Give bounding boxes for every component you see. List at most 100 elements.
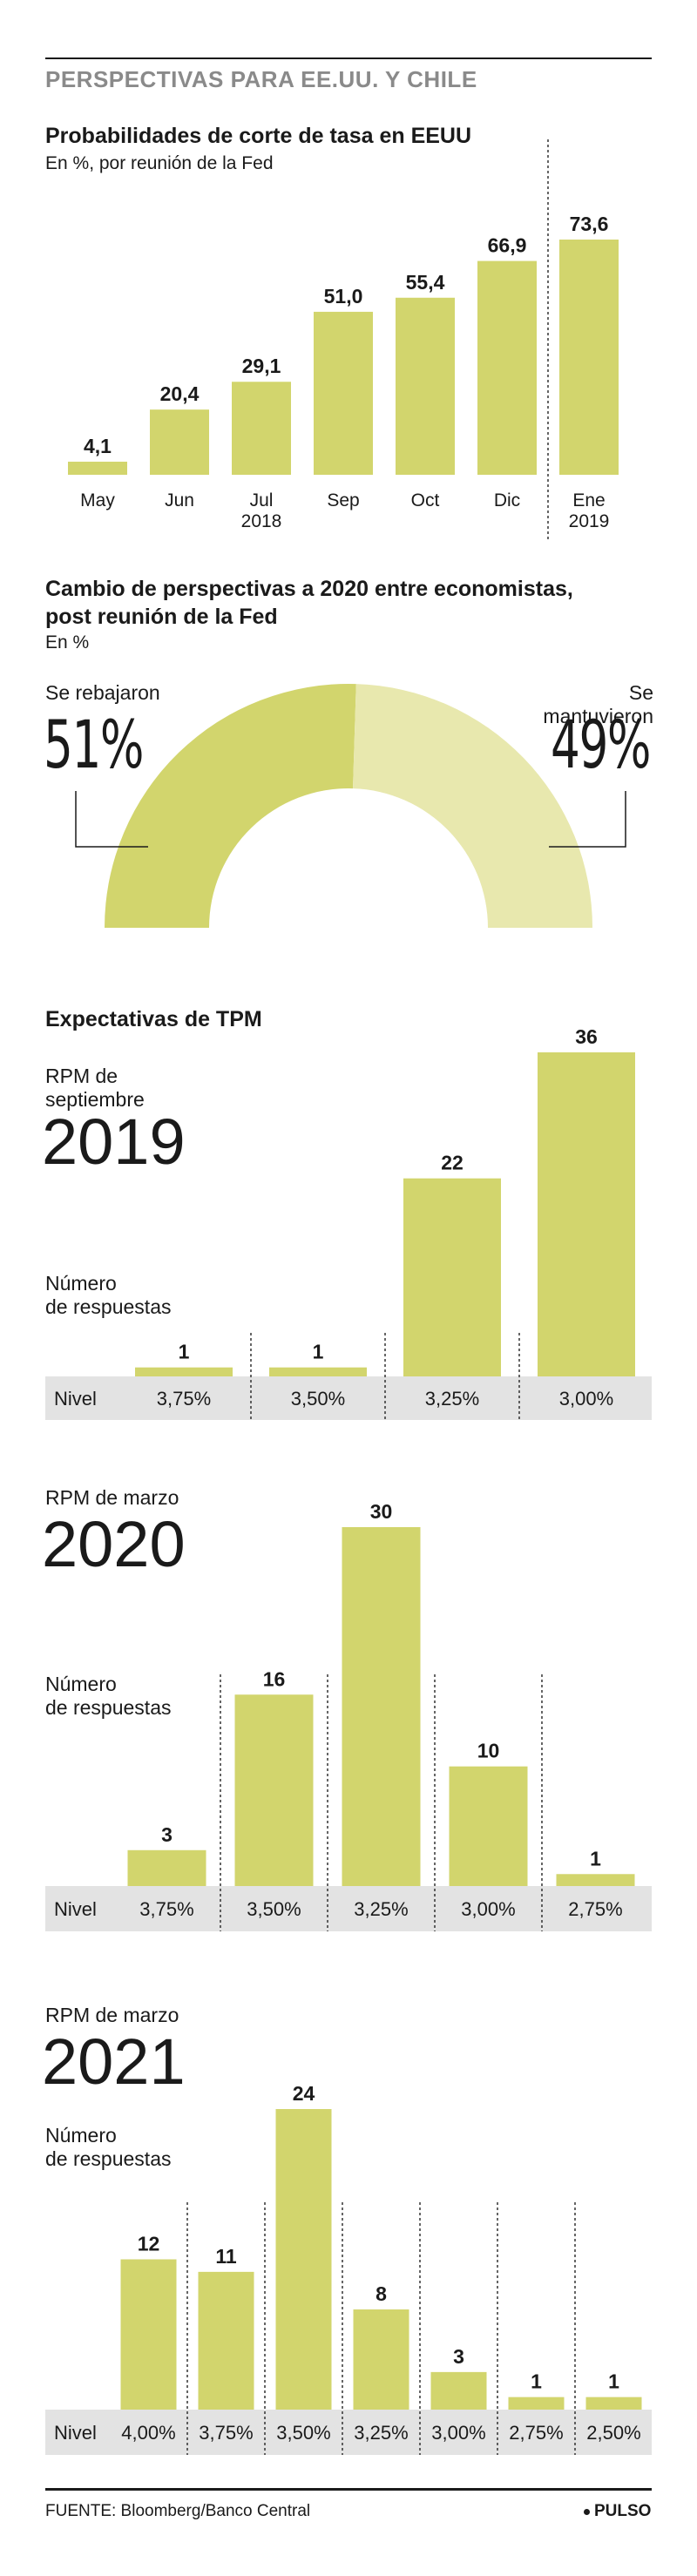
rpm2019-data-label: 22 — [441, 1152, 464, 1174]
fed-bar-jul — [232, 382, 291, 475]
fed-year-2019: 2019 — [569, 511, 610, 531]
rpm2020-bar — [556, 1874, 635, 1886]
rpm2020-axis-line1: Número — [45, 1673, 117, 1695]
poll-slice-mantuvieron — [353, 684, 592, 928]
rpm2019-data-label: 1 — [179, 1341, 190, 1363]
rpm2021-bar-chart: Nivel 12 4,00% 11 3,75% 24 3,50% 8 3,25% 3 3,00% 1 2… — [45, 2082, 652, 2455]
poll-left-value: 51% — [44, 706, 144, 783]
poll-left-connector — [75, 791, 148, 848]
rpm2020-data-label: 3 — [161, 1823, 173, 1846]
poll-slice-rebajaron — [105, 684, 356, 928]
fed-bar-chart: 4,1 May 20,4 Jun 29,1 Jul 51,0 Sep 55,4 Oct 66,9 Di… — [68, 139, 619, 540]
fed-data-label-may: 4,1 — [84, 435, 112, 457]
poll-right-value: 49% — [551, 706, 651, 783]
fed-data-label-jul: 29,1 — [242, 355, 281, 377]
fed-bar-may — [68, 461, 127, 475]
poll-right-connector — [549, 791, 626, 848]
tpm-title: Expectativas de TPM — [45, 1007, 262, 1031]
top-rule — [45, 57, 652, 59]
rpm2020-year: 2020 — [42, 1508, 186, 1580]
rpm2019-level-band — [45, 1376, 652, 1420]
rpm2021-data-label: 24 — [293, 2082, 315, 2105]
fed-data-label-oct: 55,4 — [406, 271, 445, 294]
fed-data-label-jun: 20,4 — [160, 382, 200, 405]
brand-bullet — [584, 2509, 590, 2515]
poll-title-line2: post reunión de la Fed — [45, 605, 278, 629]
rpm2020-tick: 3,50% — [247, 1898, 301, 1920]
rpm2020-line1: RPM de marzo — [45, 1486, 179, 1509]
rpm2020-tick: 2,75% — [568, 1898, 622, 1920]
rpm2020-data-label: 10 — [477, 1740, 500, 1762]
rpm2020-tick: 3,00% — [461, 1898, 515, 1920]
rpm2020-bar — [234, 1694, 314, 1886]
rpm2020-bar-chart: Nivel 3 3,75% 16 3,50% 30 3,25% 10 3,00% 1 2,75% — [45, 1500, 652, 1931]
rpm2021-tick: 2,50% — [586, 2422, 640, 2444]
fed-data-label-dic: 66,9 — [488, 234, 527, 257]
rpm2020-bar — [127, 1849, 206, 1886]
fed-tick-may: May — [80, 490, 115, 510]
rpm2021-data-label: 12 — [138, 2233, 160, 2255]
rpm2020-tick: 3,75% — [139, 1898, 193, 1920]
rpm2020-axis-line2: de respuestas — [45, 1696, 172, 1719]
fed-bar-sep — [314, 311, 373, 475]
rpm2020-bar — [449, 1766, 528, 1886]
fed-bar-jun — [150, 409, 209, 475]
rpm2019-bar — [135, 1367, 233, 1376]
rpm2019-bar — [538, 1052, 635, 1376]
rpm2019-axis-line2: de respuestas — [45, 1295, 172, 1318]
rpm2021-bar — [275, 2109, 332, 2410]
rpm2020-level-label: Nivel — [54, 1898, 97, 1920]
rpm2021-bar — [353, 2309, 409, 2410]
rpm2021-data-label: 11 — [215, 2245, 237, 2268]
rpm2020-tick: 3,25% — [354, 1898, 408, 1920]
fed-data-label-sep: 51,0 — [324, 285, 363, 308]
rpm2019-bar-chart: Nivel 1 3,75% 1 3,50% 22 3,25% 36 3,00% — [45, 1028, 652, 1420]
footer-rule — [45, 2488, 652, 2491]
rpm2021-tick: 4,00% — [121, 2422, 175, 2444]
poll-right-label: Se mantuvieron — [543, 681, 653, 727]
rpm2021-bar — [585, 2397, 642, 2410]
rpm2020-bar — [342, 1527, 421, 1886]
rpm2021-data-label: 1 — [531, 2370, 542, 2393]
fed-tick-jun: Jun — [165, 490, 194, 510]
rpm2019-tick: 3,75% — [157, 1388, 211, 1410]
fed-chart-title: Probabilidades de corte de tasa en EEUU — [45, 124, 472, 148]
rpm2021-bar — [508, 2397, 565, 2410]
rpm2020-level-band — [45, 1886, 652, 1931]
rpm2019-level-label: Nivel — [54, 1388, 97, 1410]
fed-chart-subtitle: En %, por reunión de la Fed — [45, 153, 274, 173]
rpm2021-line1: RPM de marzo — [45, 2004, 179, 2026]
fed-tick-ene: Ene — [572, 490, 605, 510]
rpm2021-year: 2021 — [42, 2025, 186, 2098]
rpm2020-data-label: 1 — [590, 1847, 601, 1869]
rpm2019-tick: 3,00% — [559, 1388, 613, 1410]
rpm2021-data-label: 1 — [608, 2370, 619, 2393]
fed-tick-sep: Sep — [327, 490, 359, 510]
fed-tick-jul: Jul — [250, 490, 274, 510]
rpm2019-tick: 3,50% — [291, 1388, 345, 1410]
fed-tick-oct: Oct — [411, 490, 440, 510]
page-title: PERSPECTIVAS PARA EE.UU. Y CHILE — [45, 66, 477, 92]
fed-data-label-ene: 73,6 — [570, 213, 609, 235]
rpm2020-data-label: 16 — [263, 1667, 286, 1690]
rpm2019-bar — [403, 1178, 501, 1376]
rpm2020-data-label: 30 — [370, 1500, 393, 1523]
rpm2019-line2: septiembre — [45, 1088, 145, 1111]
rpm2021-bar — [198, 2271, 254, 2410]
rpm2021-data-label: 3 — [453, 2345, 464, 2368]
rpm2021-bar — [120, 2259, 177, 2410]
rpm2021-bar — [430, 2371, 487, 2410]
rpm2019-axis-line1: Número — [45, 1272, 117, 1295]
poll-left-label: Se rebajaron — [45, 681, 160, 704]
rpm2021-tick: 3,25% — [354, 2422, 408, 2444]
poll-subtitle: En % — [45, 632, 90, 652]
source-note: FUENTE: Bloomberg/Banco Central — [45, 2502, 311, 2520]
rpm2021-level-band — [45, 2410, 652, 2455]
rpm2021-level-label: Nivel — [54, 2422, 97, 2444]
poll-half-donut — [75, 684, 626, 928]
rpm2019-tick: 3,25% — [425, 1388, 479, 1410]
rpm2019-data-label: 36 — [575, 1028, 598, 1048]
fed-bar-ene — [559, 240, 619, 475]
fed-year-2018: 2018 — [241, 511, 282, 531]
rpm2021-tick: 3,75% — [199, 2422, 253, 2444]
